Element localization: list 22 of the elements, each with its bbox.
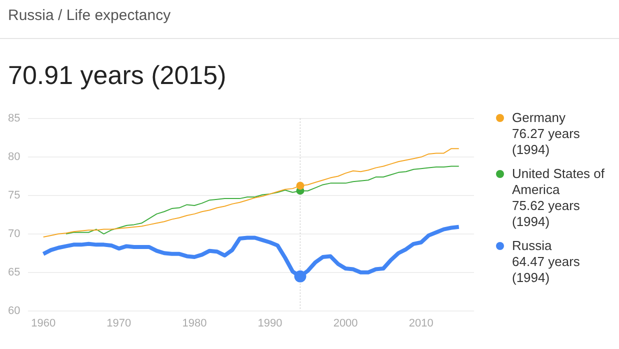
y-tick-label: 80 [8, 151, 20, 164]
text: 64.47 years (1994) [512, 254, 581, 286]
text: 75.62 years (1994) [512, 198, 581, 230]
y-tick-label: 85 [8, 112, 20, 125]
x-tick-label: 2010 [408, 317, 434, 330]
x-tick-label: 1990 [258, 317, 282, 330]
y-tick-label: 60 [8, 304, 20, 317]
chart-title: Russia / Life expectancy [8, 7, 171, 24]
y-tick-label: 70 [8, 228, 20, 240]
chart-subtitle: 70.91 years (2015) [8, 60, 226, 91]
x-tick-label: 1980 [182, 317, 207, 330]
legend-label: Russia [512, 238, 553, 254]
legend-label: United States of America [512, 166, 606, 198]
x-tick-label: 1970 [106, 317, 132, 330]
legend-label: Germany [512, 110, 566, 126]
y-tick-label: 75 [8, 190, 20, 202]
point [294, 270, 306, 282]
y-tick-label: 65 [8, 266, 20, 278]
x-tick-label: 2000 [333, 317, 358, 330]
point [296, 182, 304, 190]
text: 76.27 years (1994) [512, 126, 581, 158]
x-tick-label: 1960 [31, 317, 56, 330]
